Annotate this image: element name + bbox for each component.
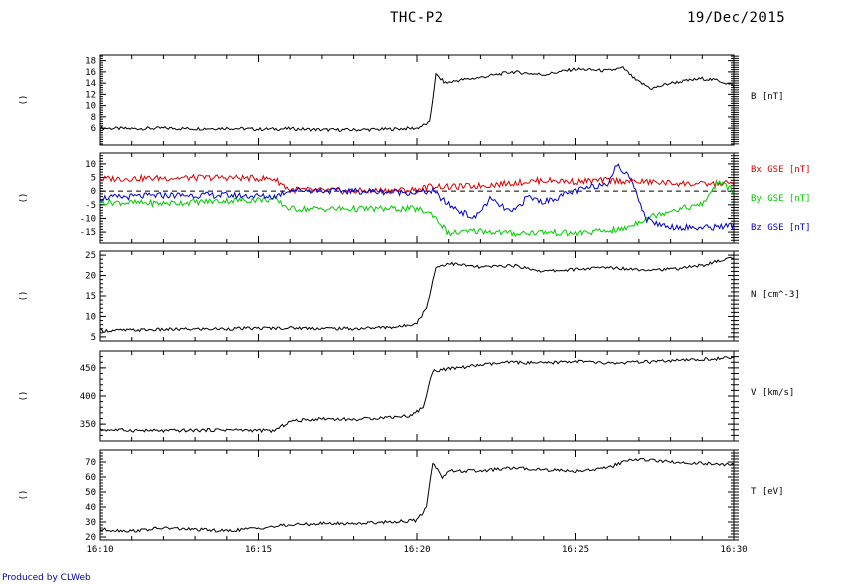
y-tick-label: 10 <box>85 102 96 112</box>
y-tick-label: 30 <box>85 518 96 528</box>
y-tick-label: 400 <box>80 392 96 402</box>
x-tick-label: 16:30 <box>720 545 747 555</box>
y-tick-label: 6 <box>91 124 96 134</box>
series-line <box>99 173 735 195</box>
panel-frame <box>99 54 735 146</box>
series-line <box>99 66 735 133</box>
y-tick-label: 5 <box>91 333 96 343</box>
panel-label: () <box>19 193 29 204</box>
series-line <box>99 163 735 232</box>
x-tick-label: 16:15 <box>245 545 272 555</box>
y-tick-label: 70 <box>85 458 96 468</box>
y-tick-label: 40 <box>85 503 96 513</box>
panel-label: () <box>19 391 29 402</box>
y-tick-label: 20 <box>85 533 96 543</box>
y-tick-label: 15 <box>85 292 96 302</box>
y-tick-label: 12 <box>85 90 96 100</box>
y-tick-label: 20 <box>85 272 96 282</box>
series-line <box>99 356 735 434</box>
y-tick-label: 18 <box>85 57 96 67</box>
produced-by-credit: Produced by CLWeb <box>2 573 91 583</box>
y-tick-label: 25 <box>85 251 96 261</box>
panel-frame <box>99 449 735 541</box>
plot-date: 19/Dec/2015 <box>687 10 786 26</box>
y-tick-label: -5 <box>85 201 96 211</box>
y-tick-label: 5 <box>91 174 96 184</box>
y-tick-label: 350 <box>80 420 96 430</box>
series-label: V [km/s] <box>751 388 794 398</box>
y-tick-label: 0 <box>91 187 96 197</box>
x-tick-label: 16:10 <box>86 545 113 555</box>
y-tick-label: 14 <box>85 79 96 89</box>
y-tick-label: 16 <box>85 68 96 78</box>
panel-frame <box>99 152 735 244</box>
panel-frame <box>99 250 735 342</box>
plot-title: THC-P2 <box>390 10 444 26</box>
y-tick-label: -15 <box>80 228 96 238</box>
y-tick-label: 8 <box>91 113 96 123</box>
series-label: T [eV] <box>751 487 784 497</box>
series-label: Bx GSE [nT] <box>751 165 811 175</box>
y-tick-label: 450 <box>80 364 96 374</box>
series-line <box>99 256 735 333</box>
series-label: Bz GSE [nT] <box>751 223 811 233</box>
panel-label: () <box>19 95 29 106</box>
x-tick-label: 16:20 <box>403 545 430 555</box>
y-tick-label: 50 <box>85 488 96 498</box>
panel-frame <box>99 350 735 442</box>
series-label: N [cm^-3] <box>751 290 800 300</box>
series-label: B [nT] <box>751 92 784 102</box>
series-label: By GSE [nT] <box>751 194 811 204</box>
y-tick-label: -10 <box>80 214 96 224</box>
series-line <box>99 457 735 533</box>
x-tick-label: 16:25 <box>562 545 589 555</box>
y-tick-label: 60 <box>85 473 96 483</box>
panel-label: () <box>19 291 29 302</box>
panel-label: () <box>19 490 29 501</box>
y-tick-label: 10 <box>85 312 96 322</box>
y-tick-label: 10 <box>85 160 96 170</box>
series-line <box>99 179 735 238</box>
